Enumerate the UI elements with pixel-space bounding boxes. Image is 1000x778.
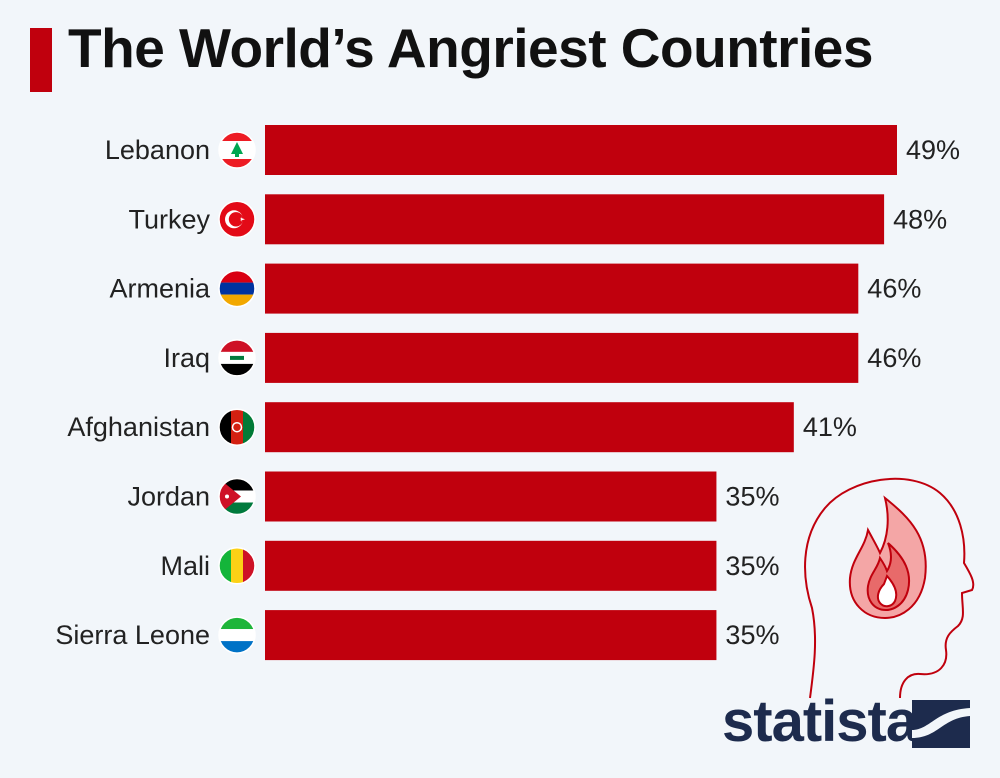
value-label-turkey: 48% bbox=[893, 204, 947, 234]
value-label-iraq: 46% bbox=[867, 343, 921, 373]
category-label-jordan: Jordan bbox=[127, 482, 210, 512]
bar-iraq bbox=[265, 332, 859, 383]
title-accent-bar bbox=[30, 28, 52, 92]
bar-turkey bbox=[265, 194, 885, 245]
bar-lebanon bbox=[265, 125, 897, 175]
bar-afghanistan bbox=[265, 402, 794, 453]
afghanistan-flag-icon bbox=[218, 408, 256, 446]
iraq-flag-icon bbox=[218, 339, 256, 377]
category-label-mali: Mali bbox=[160, 551, 210, 581]
value-label-lebanon: 49% bbox=[906, 135, 960, 165]
bar-armenia bbox=[265, 263, 859, 314]
category-label-armenia: Armenia bbox=[109, 274, 211, 304]
bar-jordan bbox=[265, 471, 717, 522]
category-label-iraq: Iraq bbox=[163, 343, 210, 373]
statista-logo-icon bbox=[912, 700, 970, 748]
category-label-turkey: Turkey bbox=[128, 204, 210, 234]
value-label-mali: 35% bbox=[725, 551, 779, 581]
value-label-jordan: 35% bbox=[725, 482, 779, 512]
chart-title: The World’s Angriest Countries bbox=[68, 17, 873, 79]
jordan-flag-icon bbox=[218, 477, 256, 516]
lebanon-flag-icon bbox=[218, 131, 256, 169]
armenia-flag-icon bbox=[218, 269, 256, 308]
value-label-armenia: 46% bbox=[867, 274, 921, 304]
value-label-afghanistan: 41% bbox=[803, 412, 857, 442]
mali-flag-icon bbox=[218, 547, 256, 585]
value-label-sierra-leone: 35% bbox=[725, 620, 779, 650]
bar-sierra-leone bbox=[265, 610, 717, 661]
category-label-sierra-leone: Sierra Leone bbox=[55, 620, 210, 650]
statista-logo-text: statista bbox=[722, 689, 918, 754]
sierra-leone-flag-icon bbox=[218, 616, 256, 654]
category-label-lebanon: Lebanon bbox=[105, 135, 210, 165]
angry-head-icon bbox=[804, 477, 975, 699]
category-label-afghanistan: Afghanistan bbox=[67, 412, 210, 442]
bar-mali bbox=[265, 540, 717, 591]
turkey-flag-icon bbox=[218, 200, 256, 239]
